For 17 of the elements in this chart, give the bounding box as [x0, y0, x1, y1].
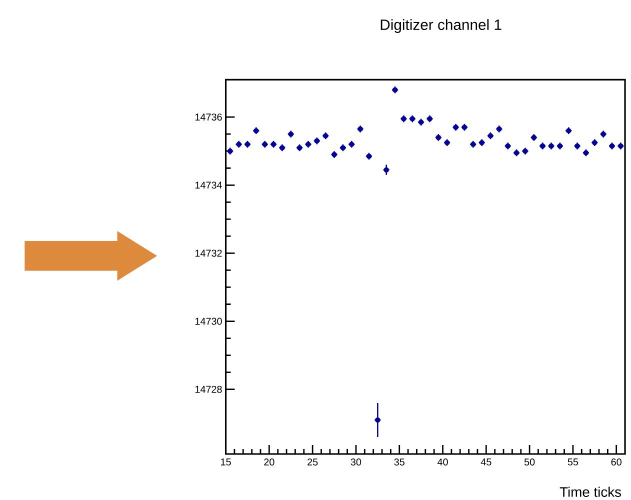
- y-tick-label: 14736: [195, 114, 222, 121]
- x-tick-label: 30: [350, 458, 362, 466]
- y-tick-label: 14732: [195, 250, 222, 257]
- y-tick-label: 14734: [195, 182, 222, 189]
- x-axis-title: Time ticks: [560, 486, 622, 498]
- x-tick-label: 35: [394, 458, 404, 466]
- x-tick-label: 50: [524, 458, 535, 466]
- x-tick-label: 45: [480, 458, 492, 466]
- x-tick-label: 20: [264, 458, 274, 466]
- y-tick-label: 14728: [195, 386, 222, 393]
- y-tick-label: 14730: [195, 318, 222, 325]
- x-tick-label: 25: [308, 458, 318, 466]
- x-tick-label: 15: [221, 458, 231, 466]
- x-tick-label: 55: [568, 458, 578, 466]
- chart-title: Digitizer channel 1: [380, 19, 502, 34]
- x-tick-label: 40: [437, 458, 448, 466]
- x-tick-label: 60: [611, 458, 622, 466]
